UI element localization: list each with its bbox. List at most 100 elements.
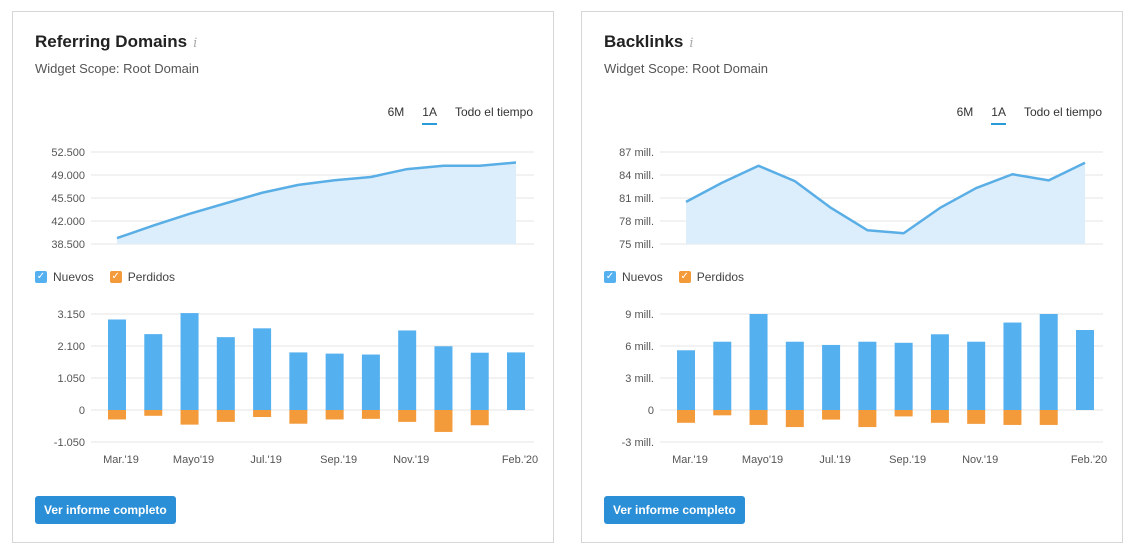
- checkbox-checked-icon: ✓: [35, 271, 47, 283]
- area-fill: [117, 162, 516, 244]
- legend-label: Nuevos: [622, 270, 663, 284]
- x-tick-label: Nov.'19: [393, 454, 429, 466]
- x-tick-label: Mar.'19: [103, 454, 139, 466]
- area-fill: [686, 162, 1085, 244]
- tab-1a[interactable]: 1A: [991, 105, 1006, 125]
- y-tick-label: 0: [79, 405, 85, 417]
- tab-1a[interactable]: 1A: [422, 105, 437, 125]
- bar-nuevos: [507, 352, 525, 410]
- bar-nuevos: [894, 342, 913, 410]
- y-tick-label: -3 mill.: [622, 437, 654, 449]
- bar-nuevos: [434, 346, 453, 410]
- tab-todo-el-tiempo[interactable]: Todo el tiempo: [454, 105, 533, 119]
- tab-6m[interactable]: 6M: [956, 105, 974, 119]
- x-tick-label: Feb.'20: [502, 454, 538, 466]
- series-line: [116, 161, 517, 240]
- checkbox-checked-icon: ✓: [604, 271, 616, 283]
- y-tick-label: 49.000: [51, 170, 85, 182]
- legend: ✓ Nuevos ✓ Perdidos: [35, 270, 175, 284]
- bar-nuevos: [325, 353, 344, 410]
- info-icon[interactable]: i: [193, 36, 198, 51]
- bar-nuevos: [930, 334, 949, 410]
- legend-label: Perdidos: [127, 270, 176, 284]
- x-tick-label: Mayo'19: [173, 454, 214, 466]
- legend-label: Perdidos: [696, 270, 745, 284]
- bar-nuevos: [216, 337, 235, 410]
- full-report-button[interactable]: Ver informe completo: [35, 496, 176, 524]
- y-tick-label: 9 mill.: [625, 309, 654, 321]
- bar-perdidos: [930, 410, 949, 423]
- x-tick-label: Jul.'19: [819, 454, 850, 466]
- bar-perdidos: [677, 410, 695, 423]
- y-tick-label: 0: [648, 405, 654, 417]
- bar-nuevos: [144, 334, 163, 410]
- period-tabs: 6M 1A Todo el tiempo: [957, 105, 1102, 125]
- full-report-button[interactable]: Ver informe completo: [604, 496, 745, 524]
- x-tick-label: Mar.'19: [672, 454, 708, 466]
- tab-todo-el-tiempo[interactable]: Todo el tiempo: [1023, 105, 1102, 119]
- y-tick-label: 84 mill.: [619, 170, 654, 182]
- x-tick-label: Jul.'19: [250, 454, 281, 466]
- bar-nuevos: [858, 341, 877, 410]
- checkbox-checked-icon: ✓: [678, 271, 691, 283]
- area-chart: 38.500 42.000 45.500 49.000 52.500 -1.050 0 1.0…: [51, 147, 538, 466]
- bar-nuevos: [470, 352, 489, 410]
- bar-perdidos: [108, 410, 126, 420]
- widget-subtitle: Widget Scope: Root Domain: [604, 61, 769, 76]
- bar-nuevos: [1039, 314, 1058, 410]
- bar-perdidos: [325, 410, 344, 420]
- legend-nuevos[interactable]: ✓ Nuevos: [35, 270, 94, 284]
- period-tabs: 6M 1A Todo el tiempo: [388, 105, 533, 125]
- referring-domains-widget: Referring Domains i Widget Scope: Root Do…: [12, 11, 554, 543]
- checkbox-checked-icon: ✓: [109, 271, 122, 283]
- bar-perdidos: [253, 410, 272, 418]
- bar-perdidos: [144, 410, 163, 416]
- x-tick-label: Mayo'19: [742, 454, 783, 466]
- bar-nuevos: [785, 341, 804, 410]
- bar-perdidos: [1003, 410, 1022, 425]
- bar-perdidos: [434, 410, 453, 432]
- y-tick-label: 75 mill.: [619, 239, 654, 251]
- info-icon[interactable]: i: [689, 36, 694, 51]
- bar-nuevos: [361, 354, 380, 410]
- x-tick-label: Nov.'19: [962, 454, 998, 466]
- legend-perdidos[interactable]: ✓ Perdidos: [109, 270, 176, 284]
- y-tick-label: 45.500: [51, 193, 85, 205]
- bar-nuevos: [398, 330, 417, 410]
- bar-perdidos: [822, 410, 841, 420]
- y-tick-label: 52.500: [51, 147, 85, 159]
- y-tick-label: 78 mill.: [619, 216, 654, 228]
- y-tick-label: 3 mill.: [625, 373, 654, 385]
- bar-perdidos: [180, 410, 199, 425]
- bar-nuevos: [180, 313, 199, 410]
- bar-perdidos: [967, 410, 986, 424]
- y-tick-label: 6 mill.: [625, 341, 654, 353]
- bar-nuevos: [677, 350, 695, 410]
- bar-perdidos: [289, 410, 308, 424]
- tab-6m[interactable]: 6M: [387, 105, 405, 119]
- x-tick-label: Feb.'20: [1071, 454, 1107, 466]
- widget-title: Backlinks i: [604, 32, 694, 51]
- bar-nuevos: [967, 341, 986, 410]
- y-tick-label: 81 mill.: [619, 193, 654, 205]
- y-tick-label: 3.150: [57, 309, 85, 321]
- bar-nuevos: [289, 352, 308, 410]
- bar-perdidos: [713, 410, 732, 416]
- bar-nuevos: [1003, 322, 1022, 410]
- bar-perdidos: [1039, 410, 1058, 425]
- y-tick-label: 42.000: [51, 216, 85, 228]
- bar-nuevos: [713, 341, 732, 410]
- bar-nuevos: [822, 344, 841, 410]
- area-chart: 75 mill. 78 mill. 81 mill. 84 mill. 87 mill.…: [619, 147, 1107, 466]
- bar-perdidos: [398, 410, 417, 422]
- legend-perdidos[interactable]: ✓ Perdidos: [678, 270, 745, 284]
- bar-nuevos: [108, 319, 126, 410]
- x-tick-label: Sep.'19: [889, 454, 926, 466]
- y-tick-label: -1.050: [54, 437, 85, 449]
- legend-label: Nuevos: [53, 270, 94, 284]
- y-tick-label: 38.500: [51, 239, 85, 251]
- bar-perdidos: [361, 410, 380, 419]
- bar-perdidos: [894, 410, 913, 417]
- series-line: [685, 161, 1086, 235]
- legend-nuevos[interactable]: ✓ Nuevos: [604, 270, 663, 284]
